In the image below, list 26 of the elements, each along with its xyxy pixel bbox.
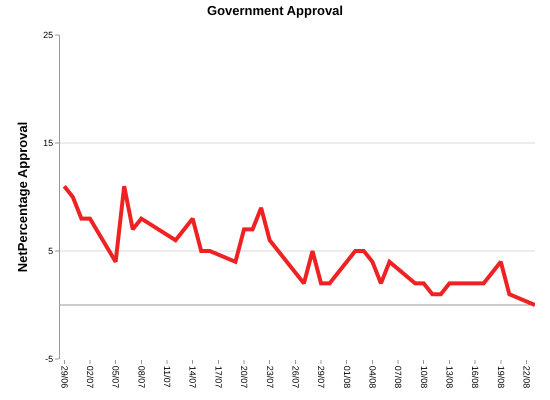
x-tick-label: 04/08 xyxy=(367,366,378,388)
x-tick-label: 20/07 xyxy=(239,366,250,388)
x-tick-label: 16/08 xyxy=(470,366,480,388)
chart-title: Government Approval xyxy=(206,3,344,18)
x-tick-label: 14/07 xyxy=(188,366,198,388)
x-tick-label: 19/08 xyxy=(496,366,506,388)
x-tick-label: 13/08 xyxy=(444,366,454,388)
x-tick-label: 22/08 xyxy=(522,366,532,388)
y-tick-label: 25 xyxy=(43,30,54,40)
x-tick-label: 10/08 xyxy=(418,366,429,388)
y-tick-label: 15 xyxy=(43,138,54,148)
x-tick-label: 08/07 xyxy=(136,366,146,388)
y-tick-label: 5 xyxy=(48,246,54,256)
x-tick-label: 11/07 xyxy=(162,366,172,388)
x-tick-label: 01/08 xyxy=(342,366,352,388)
x-tick-label: 05/07 xyxy=(110,366,121,388)
x-tick-label: 17/07 xyxy=(213,366,224,388)
x-tick-label: 23/07 xyxy=(264,366,275,388)
x-tick-label: 29/07 xyxy=(316,366,326,388)
x-tick-label: 07/08 xyxy=(393,366,404,388)
x-tick-label: 26/07 xyxy=(290,366,300,388)
x-tick-label: 29/06 xyxy=(59,366,70,388)
line-series xyxy=(62,184,535,307)
y-tick-label: -5 xyxy=(45,354,54,364)
x-tick-label: 02/07 xyxy=(85,366,96,388)
y-axis-title: NetPercentage Approval xyxy=(15,122,30,272)
